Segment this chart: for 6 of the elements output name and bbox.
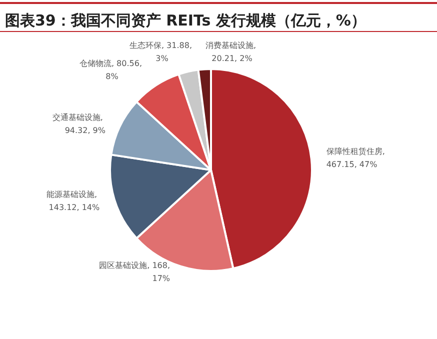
slice-label: 消费基础设施, 20.21, 2% bbox=[205, 41, 259, 63]
slice-label: 保障性租赁住房, 467.15, 47% bbox=[326, 147, 388, 170]
slice-label: 能源基础设施, 143.12, 14% bbox=[46, 190, 100, 212]
slice-label: 交通基础设施, 94.32, 9% bbox=[52, 112, 106, 135]
chart-title: 图表39：我国不同资产 REITs 发行规模（亿元，%） bbox=[5, 12, 366, 30]
slice-label: 园区基础设施, 168, 17% bbox=[99, 261, 170, 284]
